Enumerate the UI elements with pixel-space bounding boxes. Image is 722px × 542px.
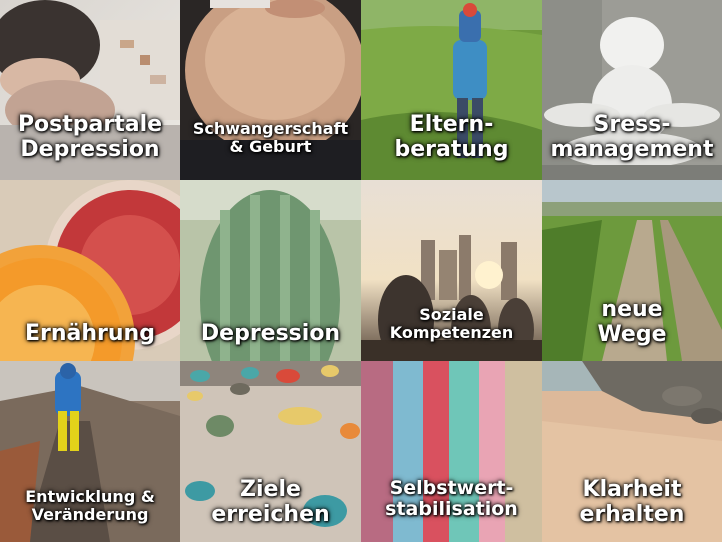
photo-climbing-wall [180, 361, 361, 542]
photo-woman-head-in-hands [0, 0, 180, 180]
caption-postpartale-depression: Postpartale Depression [17, 112, 163, 162]
tile-depression[interactable]: Depression [180, 180, 361, 361]
caption-schwangerschaft-geburt: Schwangerschaft & Geburt [192, 119, 349, 156]
tile-stressmanagement[interactable]: Sress-management [542, 0, 722, 180]
caption-ziele-erreichen: Ziele erreichen [211, 477, 330, 527]
photo-sandy-beach [542, 361, 722, 542]
photo-country-path [542, 180, 722, 361]
caption-entwicklung-veraenderung: Entwicklung & Veränderung [25, 487, 155, 524]
caption-elternberatung: Eltern-beratung [394, 112, 509, 162]
photo-citrus-slices [0, 180, 180, 361]
tile-schwangerschaft-geburt[interactable]: Schwangerschaft & Geburt [180, 0, 361, 180]
caption-neue-wege: neue Wege [597, 297, 667, 347]
tile-neue-wege[interactable]: neue Wege [542, 180, 722, 361]
caption-klarheit-erhalten: Klarheit erhalten [579, 477, 685, 527]
tile-postpartale-depression[interactable]: Postpartale Depression [0, 0, 180, 180]
photo-father-with-child-on-shoulders [361, 0, 542, 180]
photo-hiker-on-stairs [0, 361, 180, 542]
tile-ziele-erreichen[interactable]: Ziele erreichen [180, 361, 361, 542]
photo-pregnant-belly [180, 0, 361, 180]
tile-elternberatung[interactable]: Eltern-beratung [361, 0, 542, 180]
tile-ernaehrung[interactable]: Ernährung [0, 180, 180, 361]
photo-colored-wooden-posts [361, 361, 542, 542]
caption-depression: Depression [200, 321, 341, 346]
caption-soziale-kompetenzen: Soziale Kompetenzen [389, 305, 514, 342]
photo-meditating-frog-figure [542, 0, 722, 180]
tile-klarheit-erhalten[interactable]: Klarheit erhalten [542, 361, 722, 542]
caption-ernaehrung: Ernährung [25, 321, 155, 346]
photo-cactus [180, 180, 361, 361]
photo-group-at-sunset-city [361, 180, 542, 361]
tile-entwicklung-veraenderung[interactable]: Entwicklung & Veränderung [0, 361, 180, 542]
tile-selbstwertstabilisation[interactable]: Selbstwert-stabilisation [361, 361, 542, 542]
caption-stressmanagement: Sress-management [550, 112, 714, 162]
caption-selbstwertstabilisation: Selbstwert-stabilisation [385, 477, 518, 521]
tile-soziale-kompetenzen[interactable]: Soziale Kompetenzen [361, 180, 542, 361]
